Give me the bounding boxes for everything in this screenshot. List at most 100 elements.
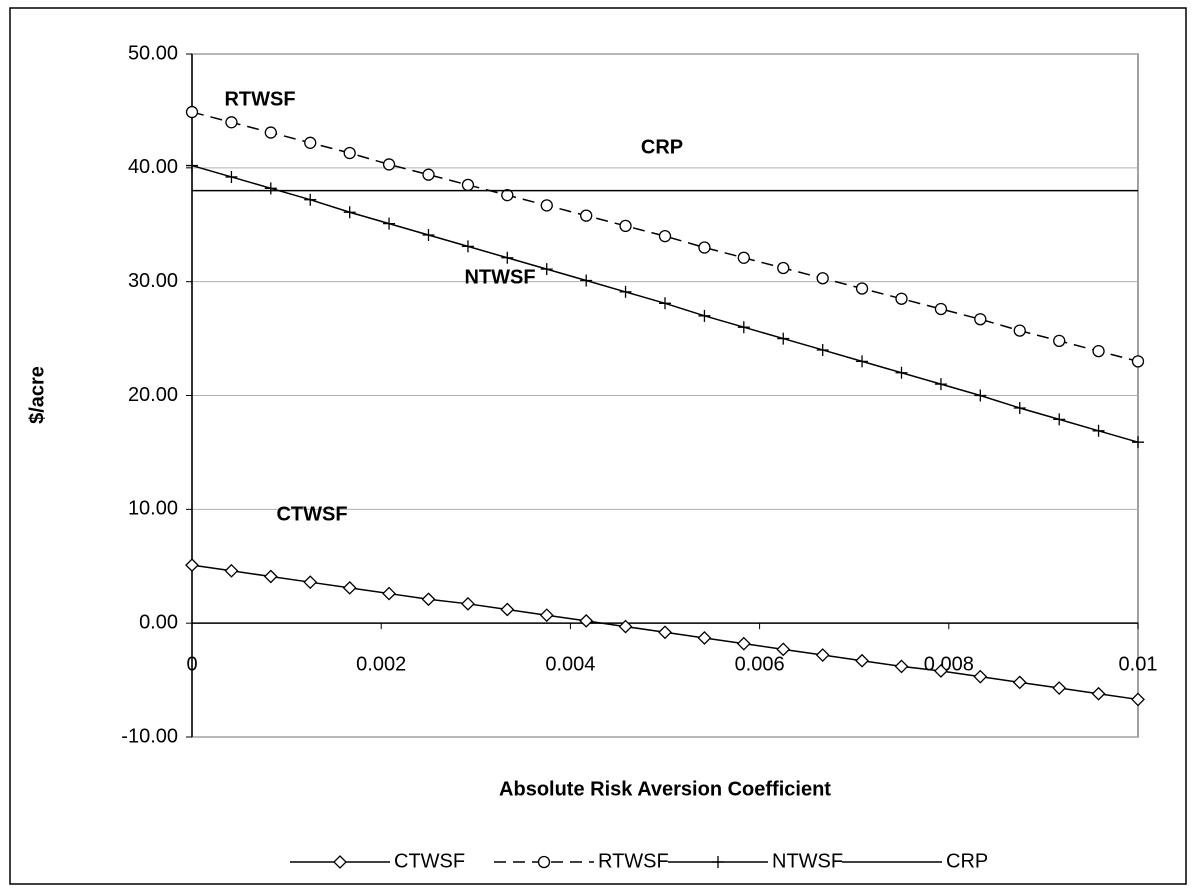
marker [382, 158, 396, 171]
marker [1092, 424, 1105, 437]
marker [539, 608, 554, 623]
legend: CTWSF RTWSF NTWSF CRP [290, 850, 988, 872]
marker [1091, 686, 1106, 701]
x-tick-label: 0.01 [1119, 653, 1158, 675]
marker [777, 332, 790, 345]
marker [461, 178, 475, 192]
y-tick-label: 0.00 [139, 611, 178, 633]
marker [816, 272, 829, 285]
marker [658, 229, 672, 243]
marker [1053, 334, 1066, 348]
x-tick-label: 0 [186, 653, 197, 675]
marker [304, 136, 317, 149]
marker [225, 170, 238, 183]
marker [974, 389, 987, 402]
marker [461, 596, 475, 611]
marker [343, 206, 356, 219]
marker [342, 580, 357, 595]
marker [934, 378, 947, 391]
marker [304, 193, 317, 206]
legend-label: RTWSF [598, 850, 669, 872]
marker [777, 261, 790, 275]
y-tick-label: 10.00 [128, 498, 178, 520]
marker [185, 105, 199, 119]
marker [333, 855, 347, 869]
marker [264, 182, 277, 195]
marker [382, 586, 396, 601]
y-tick-label: -10.00 [121, 725, 178, 747]
y-tick-label: 40.00 [128, 156, 178, 178]
y-axis-label: $/acre [26, 366, 48, 424]
marker [263, 569, 278, 584]
marker [1092, 344, 1105, 358]
marker [579, 613, 594, 628]
x-tick-label: 0.004 [545, 653, 595, 675]
marker [855, 653, 869, 668]
marker [1131, 692, 1145, 707]
marker [895, 292, 908, 305]
annotation: NTWSF [464, 266, 535, 288]
marker [816, 343, 829, 356]
marker [815, 648, 830, 662]
marker [537, 855, 551, 869]
marker [698, 241, 711, 254]
marker [1053, 413, 1066, 426]
marker [421, 592, 436, 607]
marker [658, 625, 672, 640]
marker [461, 240, 474, 253]
marker [973, 669, 988, 684]
marker [383, 217, 396, 230]
marker [501, 189, 514, 202]
marker [1013, 402, 1026, 415]
legend-label: NTWSF [772, 850, 843, 872]
marker [855, 282, 869, 295]
marker [186, 159, 198, 172]
annotation: CTWSF [276, 503, 347, 525]
marker [776, 642, 791, 657]
marker [225, 116, 238, 129]
marker [500, 602, 515, 617]
y-tick-label: 30.00 [128, 270, 178, 292]
marker [540, 199, 553, 212]
marker [737, 321, 750, 334]
marker [1013, 324, 1026, 337]
marker [224, 563, 239, 578]
marker [737, 251, 750, 264]
marker [659, 297, 671, 310]
legend-label: CRP [946, 850, 988, 872]
marker [540, 263, 553, 276]
marker [580, 209, 593, 222]
annotation: CRP [641, 136, 683, 158]
marker [1131, 355, 1145, 368]
marker [422, 228, 435, 241]
marker [422, 168, 435, 181]
marker [934, 664, 948, 678]
marker [619, 285, 632, 298]
marker [1052, 681, 1067, 695]
marker [303, 575, 318, 590]
marker [343, 146, 356, 160]
x-tick-label: 0.002 [356, 653, 406, 675]
marker [1012, 675, 1027, 690]
marker [856, 355, 869, 368]
x-tick-label: 0.006 [735, 653, 785, 675]
marker [580, 274, 593, 287]
marker [618, 619, 633, 634]
marker [934, 302, 948, 316]
marker [501, 251, 514, 264]
marker [894, 659, 909, 674]
marker [697, 631, 712, 645]
marker [712, 856, 724, 868]
marker [698, 309, 711, 322]
x-axis-label: Absolute Risk Aversion Coefficient [499, 778, 831, 800]
marker [974, 313, 987, 326]
marker [264, 126, 277, 139]
marker [1132, 436, 1144, 449]
marker [895, 366, 908, 379]
marker [736, 636, 751, 651]
y-tick-label: 20.00 [128, 384, 178, 406]
marker [619, 219, 632, 233]
marker [185, 558, 199, 573]
legend-label: CTWSF [394, 850, 465, 872]
